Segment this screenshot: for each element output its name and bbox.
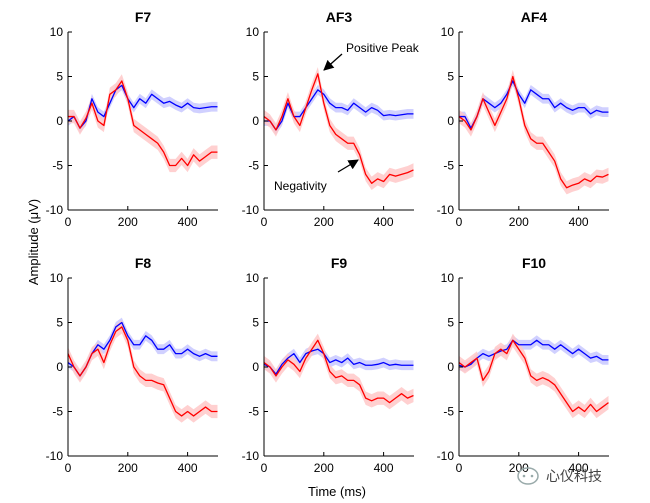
chat-bubble-icon: [517, 467, 539, 485]
x-tick-label: 0: [456, 215, 463, 229]
red-series-line: [67, 326, 218, 417]
y-tick-label: -10: [437, 449, 455, 463]
y-tick-label: -5: [443, 159, 454, 173]
x-axis-label: Time (ms): [308, 484, 366, 499]
positive-peak-arrow: [323, 53, 343, 71]
x-tick-label: 400: [374, 461, 394, 475]
y-tick-label: 10: [246, 271, 260, 285]
y-tick-label: 5: [447, 70, 454, 84]
x-tick-label: 200: [509, 215, 529, 229]
y-tick-label: 0: [56, 114, 63, 128]
y-tick-label: 0: [447, 360, 454, 374]
y-tick-label: -5: [443, 405, 454, 419]
x-tick-label: 400: [569, 215, 589, 229]
blue-confidence-band: [264, 84, 414, 135]
y-tick-label: 5: [252, 316, 259, 330]
y-tick-label: 10: [50, 271, 64, 285]
y-tick-label: 0: [447, 114, 454, 128]
y-tick-label: 5: [56, 70, 63, 84]
annotation-positive-peak: Positive Peak: [346, 41, 420, 55]
red-confidence-band: [264, 67, 414, 190]
panel-title: AF3: [326, 9, 353, 25]
blue-confidence-band: [459, 335, 609, 372]
red-confidence-band: [264, 333, 414, 410]
y-tick-label: 0: [252, 114, 259, 128]
red-series-line: [263, 339, 414, 404]
y-tick-label: -5: [248, 405, 259, 419]
watermark: 心仪科技: [517, 467, 602, 485]
panel-title: AF4: [521, 9, 548, 25]
x-tick-label: 0: [65, 461, 72, 475]
red-series-line: [458, 75, 609, 189]
y-tick-label: -5: [52, 405, 63, 419]
blue-series-line: [67, 321, 218, 377]
x-tick-label: 0: [261, 215, 268, 229]
red-confidence-band: [68, 320, 218, 423]
negativity-arrow: [337, 159, 359, 173]
blue-series-line: [458, 339, 609, 368]
x-tick-label: 200: [314, 461, 334, 475]
x-tick-label: 400: [374, 215, 394, 229]
y-tick-label: -5: [248, 159, 259, 173]
y-tick-label: 5: [447, 316, 454, 330]
y-tick-label: -10: [46, 449, 64, 463]
x-tick-label: 400: [178, 461, 198, 475]
watermark-text: 心仪科技: [546, 468, 602, 484]
panel-title: F9: [331, 255, 348, 271]
x-tick-label: 200: [118, 215, 138, 229]
red-series-line: [263, 73, 414, 184]
y-tick-label: 10: [441, 25, 455, 39]
red-series-line: [458, 339, 609, 413]
red-confidence-band: [459, 69, 609, 195]
blue-confidence-band: [68, 317, 218, 381]
panel-title: F10: [522, 255, 546, 271]
x-tick-label: 200: [509, 461, 529, 475]
x-tick-label: 0: [65, 215, 72, 229]
panel-title: F7: [135, 9, 152, 25]
x-tick-label: 400: [569, 461, 589, 475]
y-tick-label: -10: [437, 203, 455, 217]
blue-series-line: [264, 89, 414, 131]
x-tick-label: 400: [178, 215, 198, 229]
y-tick-label: -10: [242, 449, 260, 463]
y-tick-label: -5: [52, 159, 63, 173]
x-tick-label: 200: [118, 461, 138, 475]
y-tick-label: -10: [46, 203, 64, 217]
y-tick-label: 0: [56, 360, 63, 374]
red-confidence-band: [459, 333, 609, 419]
y-tick-label: 10: [50, 25, 64, 39]
panel-title: F8: [135, 255, 152, 271]
blue-series-line: [263, 348, 414, 375]
y-tick-label: -10: [242, 203, 260, 217]
annotation-negativity: Negativity: [274, 179, 327, 193]
y-tick-label: 0: [252, 360, 259, 374]
blue-series-line: [67, 84, 218, 129]
red-confidence-band: [68, 74, 218, 173]
x-tick-label: 0: [456, 461, 463, 475]
blue-confidence-band: [459, 76, 609, 134]
x-tick-label: 200: [314, 215, 334, 229]
x-tick-label: 0: [261, 461, 268, 475]
red-series-line: [68, 80, 218, 167]
y-tick-label: 5: [56, 316, 63, 330]
y-tick-label: 5: [252, 70, 259, 84]
y-tick-label: 10: [246, 25, 260, 39]
y-axis-label: Amplitude (μV): [26, 199, 41, 285]
y-tick-label: 10: [441, 271, 455, 285]
